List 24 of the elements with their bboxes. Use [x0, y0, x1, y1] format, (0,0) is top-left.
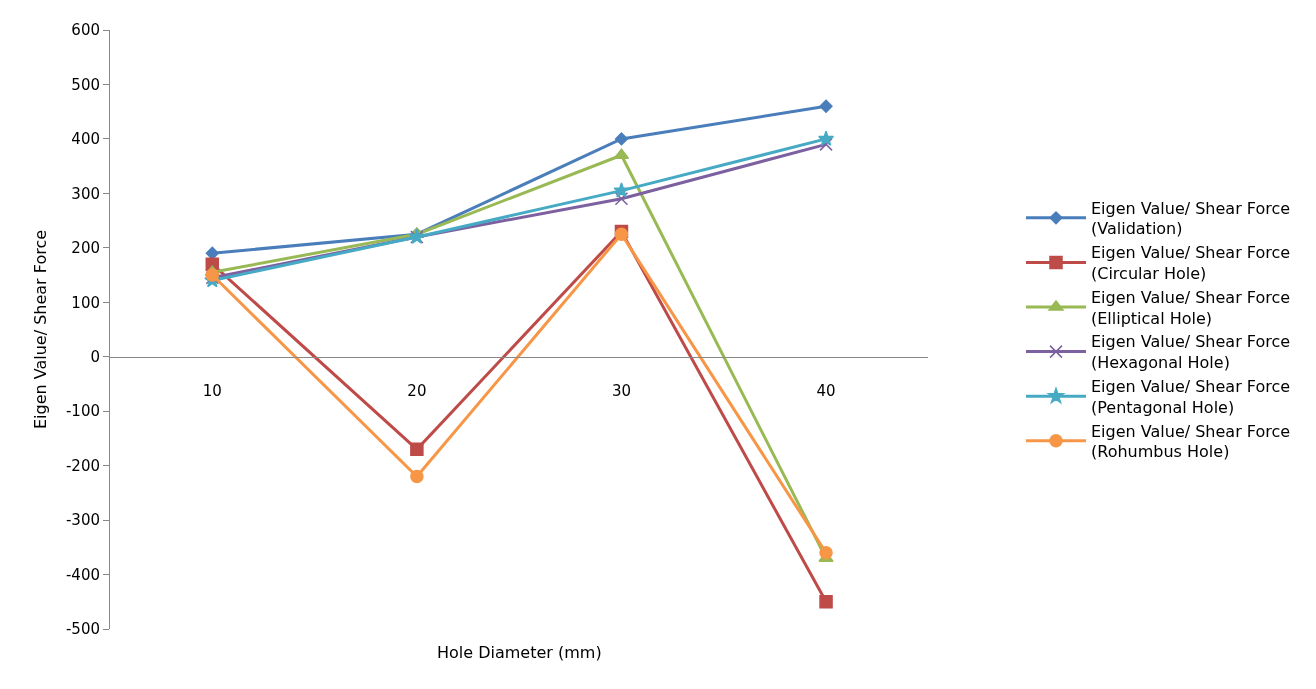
legend-label: Eigen Value/ Shear Force (Circular Hole) — [1091, 243, 1291, 284]
x-tick-label: 20 — [407, 381, 427, 400]
y-tick-label: -300 — [65, 511, 100, 530]
legend-label: Eigen Value/ Shear Force (Elliptical Hole) — [1091, 287, 1291, 328]
y-tick-label: -100 — [65, 402, 100, 421]
y-axis-title: Eigen Value/ Shear Force — [30, 229, 50, 430]
x-tick-label: 10 — [202, 381, 222, 400]
y-tick-label: 200 — [71, 239, 100, 258]
x-tick-label: 40 — [816, 381, 836, 400]
y-tick-label: 0 — [90, 347, 100, 366]
y-tick-label: 500 — [71, 75, 100, 94]
y-tick-label: 400 — [71, 130, 100, 149]
legend-label: Eigen Value/ Shear Force (Hexagonal Hole) — [1091, 332, 1291, 373]
legend-label: Eigen Value/ Shear Force (Validation) — [1091, 198, 1291, 239]
y-tick-label: 100 — [71, 293, 100, 312]
y-tick-label: 600 — [71, 21, 100, 40]
x-tick-label: 30 — [611, 381, 632, 400]
y-tick-label: -200 — [65, 456, 100, 475]
legend-label: Eigen Value/ Shear Force (Pentagonal Hole) — [1091, 377, 1291, 417]
y-tick-label: 300 — [71, 184, 100, 203]
y-tick-label: -400 — [65, 565, 100, 584]
y-tick-label: -500 — [65, 620, 100, 639]
legend-label: Eigen Value/ Shear Force (Rohumbus Hole) — [1091, 421, 1291, 462]
x-axis-title: Hole Diameter (mm) — [437, 643, 602, 662]
